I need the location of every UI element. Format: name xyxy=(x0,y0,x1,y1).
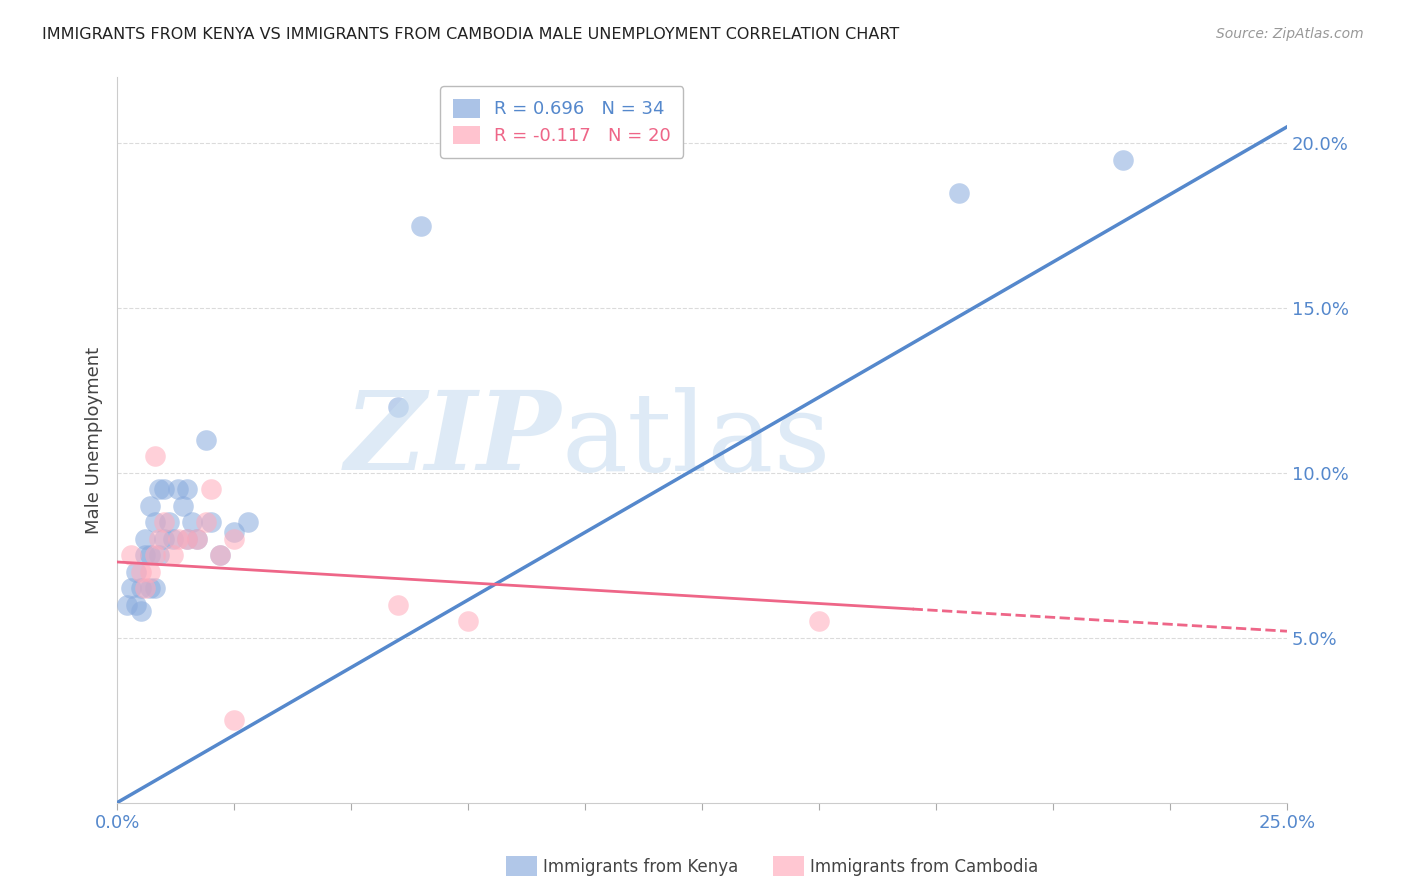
Text: ZIP: ZIP xyxy=(344,386,562,494)
Point xyxy=(1112,153,1135,167)
Text: Source: ZipAtlas.com: Source: ZipAtlas.com xyxy=(1216,27,1364,41)
Point xyxy=(129,604,152,618)
Point xyxy=(224,525,246,540)
Point xyxy=(176,532,198,546)
Point xyxy=(153,483,176,497)
Point xyxy=(195,433,218,447)
Point xyxy=(129,582,152,596)
Point xyxy=(143,516,166,530)
Point xyxy=(167,483,190,497)
Point xyxy=(134,532,156,546)
Point xyxy=(238,516,260,530)
Text: Immigrants from Cambodia: Immigrants from Cambodia xyxy=(810,858,1038,876)
Point xyxy=(120,582,142,596)
Point xyxy=(120,549,142,563)
Point xyxy=(125,565,148,579)
Point xyxy=(148,532,170,546)
Point xyxy=(167,532,190,546)
Point xyxy=(139,499,162,513)
Point xyxy=(162,532,184,546)
Point xyxy=(148,483,170,497)
Point xyxy=(200,516,222,530)
Point xyxy=(143,549,166,563)
Point xyxy=(134,582,156,596)
Point xyxy=(115,598,138,612)
Point xyxy=(209,549,232,563)
Point xyxy=(176,532,198,546)
Point xyxy=(153,532,176,546)
Point xyxy=(139,549,162,563)
Point xyxy=(125,598,148,612)
Point xyxy=(948,186,970,200)
Point xyxy=(411,219,433,233)
Point xyxy=(457,615,479,629)
Point xyxy=(129,565,152,579)
Point xyxy=(153,516,176,530)
Point xyxy=(224,713,246,727)
Point xyxy=(139,565,162,579)
Point xyxy=(224,532,246,546)
Point xyxy=(387,598,409,612)
Point xyxy=(195,516,218,530)
Point xyxy=(148,549,170,563)
Text: IMMIGRANTS FROM KENYA VS IMMIGRANTS FROM CAMBODIA MALE UNEMPLOYMENT CORRELATION : IMMIGRANTS FROM KENYA VS IMMIGRANTS FROM… xyxy=(42,27,900,42)
Point xyxy=(808,615,831,629)
Point xyxy=(157,516,180,530)
Legend: R = 0.696   N = 34, R = -0.117   N = 20: R = 0.696 N = 34, R = -0.117 N = 20 xyxy=(440,87,683,158)
Point xyxy=(143,450,166,464)
Point xyxy=(186,532,208,546)
Point xyxy=(162,549,184,563)
Point xyxy=(387,400,409,414)
Text: Immigrants from Kenya: Immigrants from Kenya xyxy=(543,858,738,876)
Point xyxy=(176,483,198,497)
Point xyxy=(209,549,232,563)
Point xyxy=(186,532,208,546)
Point xyxy=(143,582,166,596)
Point xyxy=(181,516,204,530)
Y-axis label: Male Unemployment: Male Unemployment xyxy=(86,346,103,533)
Point xyxy=(134,549,156,563)
Text: atlas: atlas xyxy=(562,386,831,493)
Point xyxy=(200,483,222,497)
Point xyxy=(172,499,194,513)
Point xyxy=(139,582,162,596)
